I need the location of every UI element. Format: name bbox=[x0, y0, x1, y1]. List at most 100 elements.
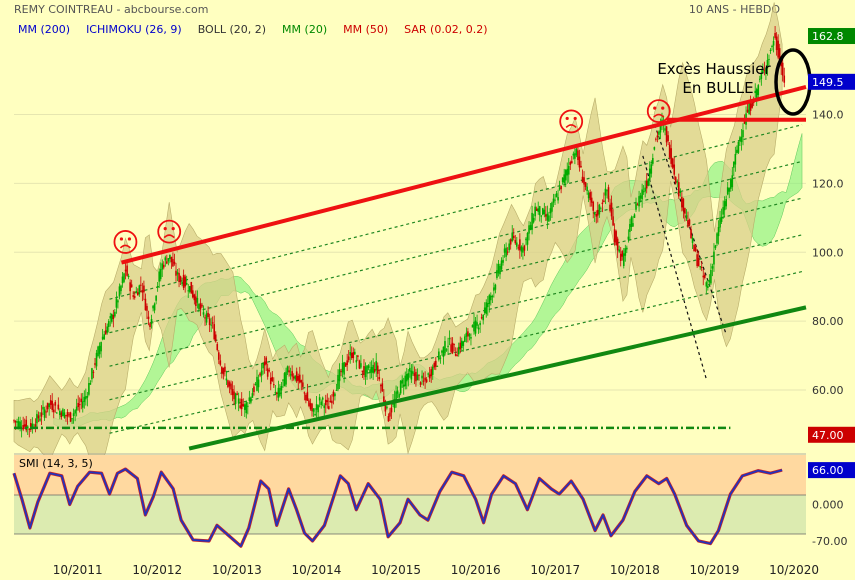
price-candle-221 bbox=[350, 352, 353, 359]
price-candle-344 bbox=[538, 206, 541, 216]
price-candle-274 bbox=[431, 366, 434, 375]
price-candle-402 bbox=[627, 236, 630, 240]
price-candle-166 bbox=[266, 368, 269, 377]
price-candle-24 bbox=[49, 400, 52, 405]
price-candle-138 bbox=[224, 366, 226, 373]
price-candle-502 bbox=[780, 60, 782, 67]
legend-entry-2: BOLL (20, 2) bbox=[198, 23, 266, 36]
price-candle-431 bbox=[671, 158, 674, 168]
price-candle-399 bbox=[622, 253, 625, 267]
price-candle-366 bbox=[572, 153, 575, 156]
price-candle-94 bbox=[156, 285, 159, 288]
price-candle-45 bbox=[81, 401, 84, 408]
price-candle-20 bbox=[43, 409, 46, 418]
price-candle-302 bbox=[474, 320, 477, 334]
price-badge-0 bbox=[808, 28, 855, 45]
price-candle-421 bbox=[656, 135, 659, 138]
price-candle-157 bbox=[253, 386, 255, 393]
price-tick-label-3: 80.00 bbox=[812, 315, 844, 328]
price-candle-84 bbox=[141, 290, 144, 293]
price-candle-120 bbox=[196, 298, 199, 303]
price-candle-205 bbox=[326, 400, 329, 403]
price-candle-195 bbox=[311, 403, 313, 412]
price-candle-227 bbox=[360, 363, 362, 368]
price-candle-289 bbox=[454, 353, 457, 356]
price-candle-190 bbox=[303, 392, 306, 394]
price-candle-445 bbox=[693, 244, 695, 252]
time-tick-label-1: 10/2012 bbox=[132, 563, 182, 577]
price-candle-262 bbox=[413, 373, 416, 377]
price-candle-470 bbox=[731, 175, 734, 188]
price-candle-306 bbox=[480, 317, 483, 319]
trend-lines bbox=[14, 85, 807, 451]
price-candle-35 bbox=[66, 412, 69, 417]
price-candle-390 bbox=[609, 204, 611, 211]
price-candle-328 bbox=[514, 240, 517, 244]
price-candle-486 bbox=[755, 89, 758, 100]
price-candle-439 bbox=[684, 208, 686, 214]
price-candle-469 bbox=[729, 179, 732, 189]
price-candle-42 bbox=[77, 402, 79, 408]
smi-tick-label-0: 0.000 bbox=[812, 499, 844, 512]
sad-face-icon-3 bbox=[646, 99, 671, 123]
price-candle-83 bbox=[140, 284, 142, 286]
price-candle-152 bbox=[245, 402, 248, 414]
price-candle-70 bbox=[120, 285, 122, 292]
price-candle-336 bbox=[526, 233, 529, 245]
price-candle-288 bbox=[453, 343, 455, 345]
price-candle-239 bbox=[378, 377, 381, 380]
smi-axis: 0.000 -70.00 66.00 bbox=[808, 462, 855, 548]
price-candle-325 bbox=[509, 239, 512, 245]
price-candle-90 bbox=[150, 319, 153, 325]
price-candle-44 bbox=[80, 398, 83, 403]
price-candle-276 bbox=[435, 360, 437, 367]
price-candle-118 bbox=[193, 294, 196, 301]
price-candle-100 bbox=[166, 261, 168, 264]
price-panel: Excès Haussier En BULLE 140.0 120.0 100.0 8… bbox=[13, 2, 855, 462]
price-candle-296 bbox=[465, 332, 468, 337]
price-candle-273 bbox=[430, 369, 433, 377]
price-candle-456 bbox=[710, 269, 712, 284]
smi-title: SMI (14, 3, 5) bbox=[19, 457, 93, 470]
price-candle-378 bbox=[590, 197, 593, 203]
price-candle-358 bbox=[560, 185, 562, 190]
price-candle-80 bbox=[135, 291, 138, 293]
price-candle-337 bbox=[528, 225, 530, 234]
price-candle-459 bbox=[714, 245, 717, 249]
price-candle-198 bbox=[315, 404, 318, 410]
price-candle-97 bbox=[161, 263, 164, 270]
price-candle-426 bbox=[664, 128, 666, 131]
price-candle-101 bbox=[167, 258, 170, 262]
price-candle-316 bbox=[496, 270, 498, 278]
price-candle-161 bbox=[259, 373, 261, 376]
price-candle-245 bbox=[387, 416, 390, 422]
price-candle-197 bbox=[314, 414, 316, 416]
price-candle-189 bbox=[302, 382, 304, 387]
price-candle-19 bbox=[42, 406, 44, 410]
sad-face-eye-left bbox=[653, 106, 657, 110]
price-candle-496 bbox=[771, 45, 773, 47]
price-candle-77 bbox=[130, 284, 133, 288]
chart-title: REMY COINTREAU - abcbourse.com bbox=[14, 3, 208, 16]
channel-line-1 bbox=[109, 124, 803, 300]
price-candle-10 bbox=[28, 428, 31, 430]
price-candle-246 bbox=[389, 412, 391, 417]
price-candle-0 bbox=[13, 420, 15, 422]
price-candle-491 bbox=[763, 70, 766, 72]
price-candle-374 bbox=[584, 182, 587, 187]
price-candle-381 bbox=[595, 214, 598, 217]
price-candle-92 bbox=[153, 303, 156, 311]
price-candle-22 bbox=[46, 402, 49, 410]
price-candle-173 bbox=[277, 387, 280, 398]
price-candle-230 bbox=[364, 366, 367, 378]
price-candle-124 bbox=[202, 312, 205, 315]
price-candle-371 bbox=[580, 165, 582, 168]
price-candle-268 bbox=[422, 380, 425, 382]
sad-face-eye-right bbox=[127, 237, 132, 241]
correction-line-1 bbox=[642, 155, 708, 380]
price-candle-58 bbox=[101, 336, 104, 340]
price-candle-193 bbox=[308, 400, 310, 406]
price-candle-220 bbox=[349, 351, 352, 356]
price-candle-182 bbox=[291, 371, 293, 377]
price-candle-362 bbox=[566, 168, 569, 176]
